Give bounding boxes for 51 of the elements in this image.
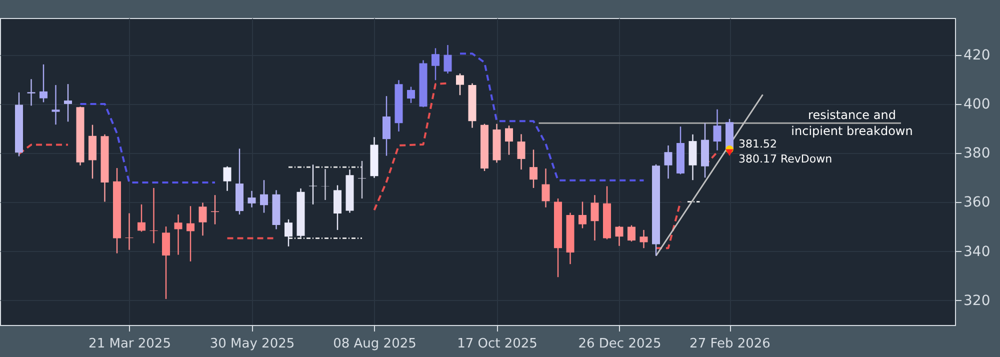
x-tick-label: 27 Feb 2026 [690,336,770,352]
candlestick [640,229,648,249]
line-series [373,82,449,212]
annotation: 380.17 RevDown [738,152,832,166]
y-tick-label: 420 [964,47,990,64]
candlestick [64,83,72,122]
candlestick [517,134,526,170]
candlestick [358,160,366,200]
candlestick [186,206,194,262]
candlestick [150,187,158,244]
candlestick [260,179,268,214]
candlestick [52,84,60,126]
x-tick-label: 21 Mar 2025 [88,336,171,352]
candlestick [444,44,452,74]
candlestick [505,124,513,156]
y-tick-label: 360 [964,194,990,211]
candlestick [27,78,36,106]
y-tick-label: 400 [964,96,990,112]
candlestick [432,48,440,81]
candlestick [248,190,256,208]
line-series [459,52,645,182]
candlestick [664,144,672,180]
candlestick [713,108,722,151]
x-tick-label: 08 Aug 2025 [333,336,416,352]
candlestick [615,225,624,247]
candlestick [40,64,48,103]
y-tick-label: 380 [964,146,990,162]
candlestick [125,212,134,250]
candlestick [456,72,464,96]
candlestick [590,194,599,242]
x-tick-label: 17 Oct 2025 [457,336,538,352]
candlestick [309,164,317,206]
y-tick-label: 320 [964,292,990,309]
candlestick [198,202,207,236]
candlestick [530,149,538,189]
candlestick [138,204,146,232]
candlestick [628,224,636,242]
x-tick-label: 30 May 2025 [210,336,295,352]
x-tick-label: 26 Dec 2025 [578,336,662,352]
annotation: 381.52 [738,137,777,150]
candlestick [578,201,586,229]
candlestick [334,184,342,231]
candlestick [542,168,550,208]
candlestick [174,214,182,256]
candlestick [407,86,415,104]
candlestick [162,226,170,300]
candlestick [223,166,232,192]
annotation: resistance and incipient breakdown [791,108,913,138]
candlestick [284,218,292,248]
y-tick-label: 340 [964,244,990,260]
candlestick [382,96,390,156]
